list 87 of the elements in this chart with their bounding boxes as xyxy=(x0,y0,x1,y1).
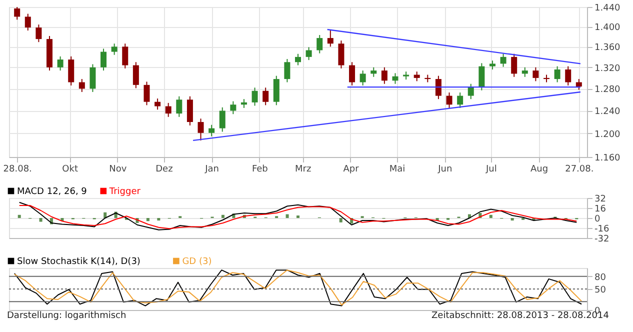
candlestick xyxy=(295,53,301,66)
candlestick xyxy=(576,78,582,90)
candlestick xyxy=(414,71,420,82)
candlestick xyxy=(554,66,560,83)
x-tick-label: Jan xyxy=(204,164,220,174)
candlestick xyxy=(306,46,312,61)
y-tick-label: 1.280 xyxy=(594,85,621,96)
candlestick xyxy=(165,102,172,118)
y-tick-label: 1.440 xyxy=(594,4,621,14)
candlestick xyxy=(132,62,139,89)
candlestick xyxy=(478,62,485,91)
candlestick xyxy=(36,24,42,43)
candlestick xyxy=(457,92,464,108)
x-tick-label: Dez xyxy=(156,164,174,174)
candlestick xyxy=(78,78,85,92)
candlestick xyxy=(198,118,204,141)
y-tick-label: 1.400 xyxy=(594,23,621,34)
x-tick-label: Nov xyxy=(109,164,128,174)
candlestick xyxy=(186,96,193,126)
candlestick xyxy=(111,43,118,56)
legend-label: Slow Stochastik K(14), D(3) xyxy=(17,257,140,267)
candlestick xyxy=(565,66,572,86)
bar xyxy=(286,214,289,218)
candlestick xyxy=(500,53,506,68)
y-tick-label: 32 xyxy=(594,194,606,204)
x-tick-label: Mrz xyxy=(295,164,312,174)
y-tick-label: -32 xyxy=(594,234,610,244)
x-tick-label: Jun xyxy=(437,164,452,174)
candlestick xyxy=(230,100,236,115)
candlestick xyxy=(68,56,74,86)
legend-label: Trigger xyxy=(108,187,141,197)
candlestick xyxy=(327,29,334,48)
candlestick xyxy=(511,53,518,78)
y-tick-label: 50 xyxy=(594,286,606,296)
candlestick xyxy=(176,96,182,118)
candlestick xyxy=(57,56,64,72)
x-tick-label: Jul xyxy=(485,164,497,174)
x-tick-label: 27.08. xyxy=(565,164,594,174)
candlestick xyxy=(100,48,107,72)
candlestick xyxy=(522,66,528,78)
y-tick-label: -16 xyxy=(594,224,610,234)
candlestick xyxy=(360,70,366,86)
candlestick xyxy=(14,6,20,20)
candlestick xyxy=(370,66,377,78)
x-tick-label: Okt xyxy=(62,164,78,174)
x-tick-label: Feb xyxy=(252,164,268,174)
y-tick-label: 1.320 xyxy=(594,64,621,74)
candlestick xyxy=(208,124,215,137)
candlestick xyxy=(90,64,96,92)
candlestick xyxy=(446,92,452,108)
candlestick xyxy=(252,87,258,106)
candlestick xyxy=(122,43,128,69)
y-tick-label: 1.200 xyxy=(594,130,621,140)
candlestick xyxy=(316,34,323,54)
y-tick-label: 16 xyxy=(594,204,606,214)
candlestick xyxy=(154,98,161,110)
candlestick xyxy=(532,66,539,82)
bar xyxy=(39,218,42,222)
candlestick xyxy=(468,83,474,100)
candlestick xyxy=(381,66,388,84)
candlestick xyxy=(219,106,226,132)
candlestick xyxy=(349,62,356,86)
bar xyxy=(339,218,342,222)
candlestick xyxy=(392,72,398,84)
legend-label: MACD 12, 26, 9 xyxy=(17,187,88,197)
x-tick-label: Mai xyxy=(389,164,406,174)
candlestick xyxy=(262,87,269,106)
y-tick-label: 1.360 xyxy=(594,43,621,54)
bar xyxy=(221,214,224,218)
candlestick xyxy=(144,81,150,106)
bar xyxy=(18,214,21,218)
candlestick xyxy=(24,13,31,32)
candlestick xyxy=(273,75,280,106)
x-tick-label: 28.08. xyxy=(3,164,32,174)
legend-label: GD (3) xyxy=(182,257,212,267)
text: Darstellung: logarithmisch xyxy=(7,311,126,321)
x-tick-label: Aug xyxy=(530,164,548,174)
x-tick-label: Apr xyxy=(343,164,360,174)
bar xyxy=(146,218,150,222)
y-tick-label: 1.240 xyxy=(594,107,621,118)
bar xyxy=(489,214,492,218)
y-tick-label: 1.160 xyxy=(594,154,621,164)
y-tick-label: 0 xyxy=(594,214,600,224)
candlestick xyxy=(284,58,290,83)
candlestick xyxy=(338,40,344,69)
candlestick xyxy=(435,75,442,100)
y-tick-label: 80 xyxy=(594,272,606,283)
